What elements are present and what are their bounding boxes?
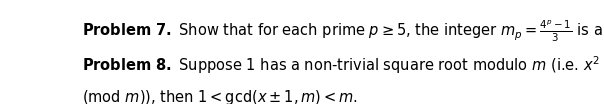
- Text: $\bf{Problem\ 7.}$ Show that for each prime $p\geq5$, the integer $m_p = \frac{4: $\bf{Problem\ 7.}$ Show that for each pr…: [82, 18, 604, 44]
- Text: $\bf{Problem\ 8.}$ Suppose 1 has a non-trivial square root modulo $m$ (i.e. $x^2: $\bf{Problem\ 8.}$ Suppose 1 has a non-t…: [82, 54, 604, 76]
- Text: (mod $m$)), then $1<\mathrm{gcd}(x\pm1,m)<m.$: (mod $m$)), then $1<\mathrm{gcd}(x\pm1,m…: [82, 88, 358, 104]
